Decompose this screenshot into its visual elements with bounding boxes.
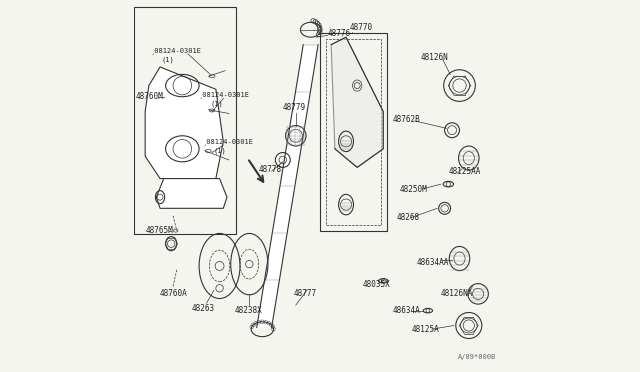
Bar (134, 7, 236, 234)
Polygon shape (145, 67, 223, 179)
Text: 48770: 48770 (349, 23, 373, 32)
Text: 48776: 48776 (328, 29, 351, 38)
Text: (1): (1) (211, 101, 223, 108)
Text: 48634AA: 48634AA (417, 258, 449, 267)
Text: 48268: 48268 (396, 213, 419, 222)
Bar (320, 33, 387, 231)
Text: A/89*000B: A/89*000B (458, 354, 496, 360)
Text: 48779: 48779 (283, 103, 306, 112)
Text: ¸08124-0301E: ¸08124-0301E (199, 92, 250, 98)
Text: 48760M: 48760M (136, 92, 164, 101)
Text: (1): (1) (162, 56, 175, 63)
Text: (1): (1) (214, 147, 227, 154)
Text: 48634A: 48634A (392, 306, 420, 315)
Text: ¸08124-0301E: ¸08124-0301E (203, 138, 254, 145)
Text: 48126N: 48126N (420, 53, 448, 62)
Polygon shape (156, 179, 227, 208)
Polygon shape (257, 45, 318, 327)
Text: 48777: 48777 (294, 289, 317, 298)
Text: 48760A: 48760A (160, 289, 188, 298)
Text: 48765M: 48765M (145, 226, 173, 235)
Text: 48125A: 48125A (411, 325, 439, 334)
Polygon shape (331, 37, 383, 167)
Text: 48238X: 48238X (234, 306, 262, 315)
Text: 48126NA: 48126NA (441, 289, 473, 298)
Bar (326, 39, 381, 225)
Text: 48250M: 48250M (400, 185, 428, 194)
Text: 48762B: 48762B (392, 115, 420, 124)
Text: 48778: 48778 (259, 165, 282, 174)
Text: ¸08124-0301E: ¸08124-0301E (151, 47, 202, 54)
Text: 48035X: 48035X (363, 280, 390, 289)
Text: 48125AA: 48125AA (449, 167, 481, 176)
Text: 48263: 48263 (191, 304, 215, 313)
